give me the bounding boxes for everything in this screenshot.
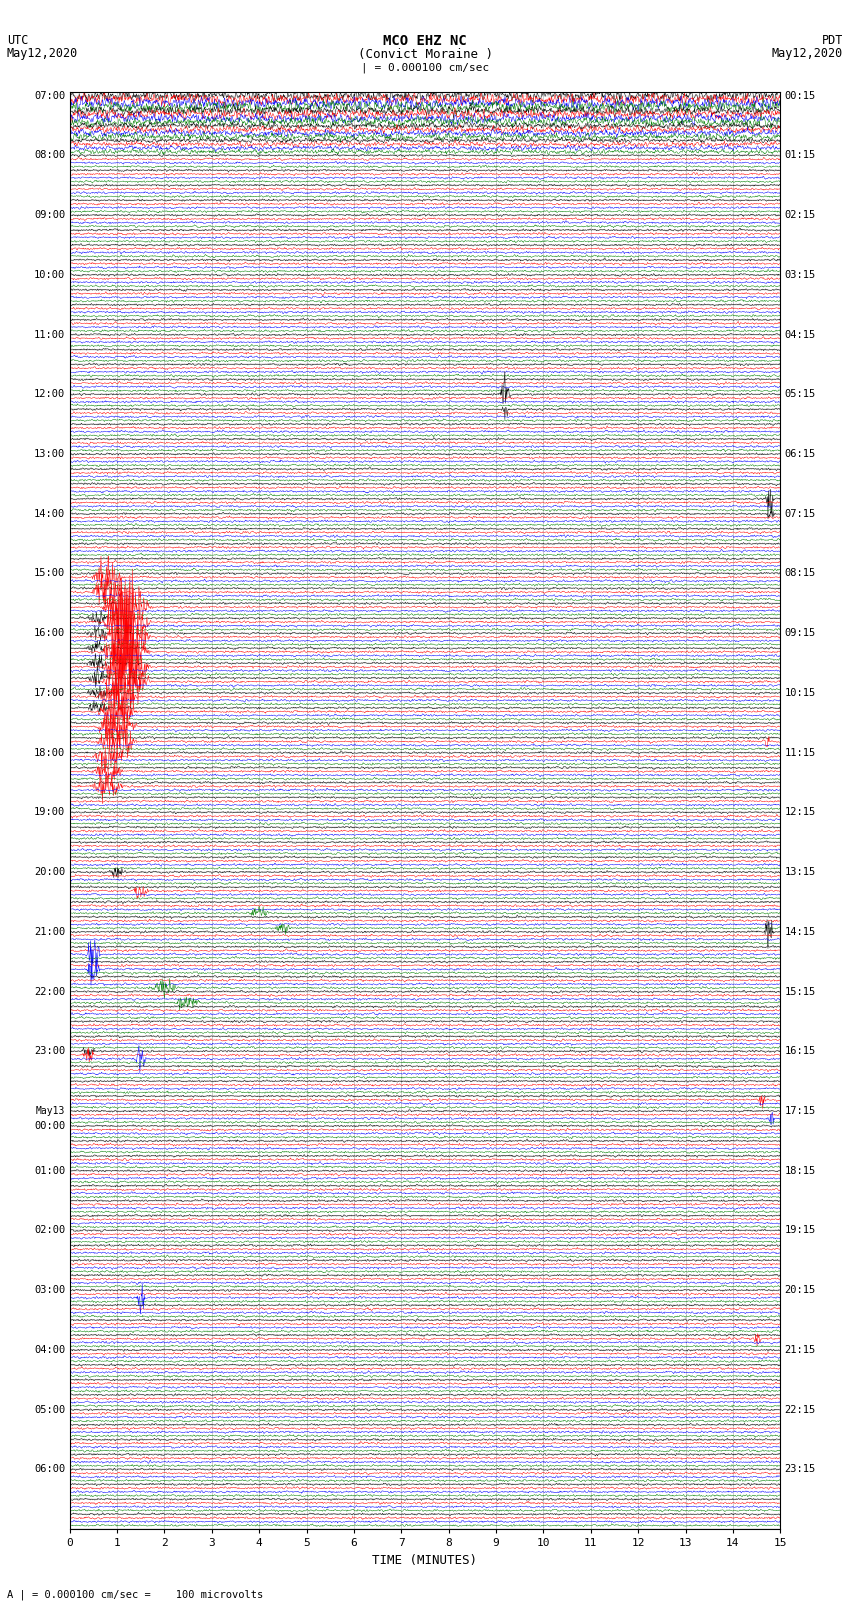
Text: 15:15: 15:15 <box>785 987 816 997</box>
Text: 23:00: 23:00 <box>34 1047 65 1057</box>
Text: 10:15: 10:15 <box>785 689 816 698</box>
Text: 05:15: 05:15 <box>785 389 816 400</box>
Text: 21:00: 21:00 <box>34 927 65 937</box>
Text: 07:00: 07:00 <box>34 90 65 100</box>
Text: 04:00: 04:00 <box>34 1345 65 1355</box>
Text: UTC: UTC <box>7 34 28 47</box>
Text: 05:00: 05:00 <box>34 1405 65 1415</box>
Text: 22:15: 22:15 <box>785 1405 816 1415</box>
Text: 15:00: 15:00 <box>34 568 65 579</box>
Text: 00:15: 00:15 <box>785 90 816 100</box>
X-axis label: TIME (MINUTES): TIME (MINUTES) <box>372 1553 478 1566</box>
Text: 21:15: 21:15 <box>785 1345 816 1355</box>
Text: 01:00: 01:00 <box>34 1166 65 1176</box>
Text: 00:00: 00:00 <box>34 1121 65 1131</box>
Text: 20:00: 20:00 <box>34 868 65 877</box>
Text: 07:15: 07:15 <box>785 508 816 519</box>
Text: 22:00: 22:00 <box>34 987 65 997</box>
Text: 06:15: 06:15 <box>785 448 816 460</box>
Text: 18:00: 18:00 <box>34 748 65 758</box>
Text: 03:15: 03:15 <box>785 269 816 279</box>
Text: 02:15: 02:15 <box>785 210 816 219</box>
Text: May13: May13 <box>36 1107 65 1116</box>
Text: 20:15: 20:15 <box>785 1286 816 1295</box>
Text: 03:00: 03:00 <box>34 1286 65 1295</box>
Text: | = 0.000100 cm/sec: | = 0.000100 cm/sec <box>361 63 489 74</box>
Text: 08:00: 08:00 <box>34 150 65 160</box>
Text: May12,2020: May12,2020 <box>7 47 78 60</box>
Text: 06:00: 06:00 <box>34 1465 65 1474</box>
Text: (Convict Moraine ): (Convict Moraine ) <box>358 48 492 61</box>
Text: 17:00: 17:00 <box>34 689 65 698</box>
Text: 11:00: 11:00 <box>34 329 65 340</box>
Text: 13:00: 13:00 <box>34 448 65 460</box>
Text: 12:15: 12:15 <box>785 808 816 818</box>
Text: 13:15: 13:15 <box>785 868 816 877</box>
Text: May12,2020: May12,2020 <box>772 47 843 60</box>
Text: 11:15: 11:15 <box>785 748 816 758</box>
Text: 14:15: 14:15 <box>785 927 816 937</box>
Text: 08:15: 08:15 <box>785 568 816 579</box>
Text: 18:15: 18:15 <box>785 1166 816 1176</box>
Text: 12:00: 12:00 <box>34 389 65 400</box>
Text: PDT: PDT <box>822 34 843 47</box>
Text: 02:00: 02:00 <box>34 1226 65 1236</box>
Text: 10:00: 10:00 <box>34 269 65 279</box>
Text: 19:00: 19:00 <box>34 808 65 818</box>
Text: 19:15: 19:15 <box>785 1226 816 1236</box>
Text: 04:15: 04:15 <box>785 329 816 340</box>
Text: 14:00: 14:00 <box>34 508 65 519</box>
Text: 16:00: 16:00 <box>34 627 65 639</box>
Text: 17:15: 17:15 <box>785 1107 816 1116</box>
Text: 23:15: 23:15 <box>785 1465 816 1474</box>
Text: 16:15: 16:15 <box>785 1047 816 1057</box>
Text: 09:00: 09:00 <box>34 210 65 219</box>
Text: 09:15: 09:15 <box>785 627 816 639</box>
Text: A | = 0.000100 cm/sec =    100 microvolts: A | = 0.000100 cm/sec = 100 microvolts <box>7 1589 263 1600</box>
Text: 01:15: 01:15 <box>785 150 816 160</box>
Text: MCO EHZ NC: MCO EHZ NC <box>383 34 467 48</box>
